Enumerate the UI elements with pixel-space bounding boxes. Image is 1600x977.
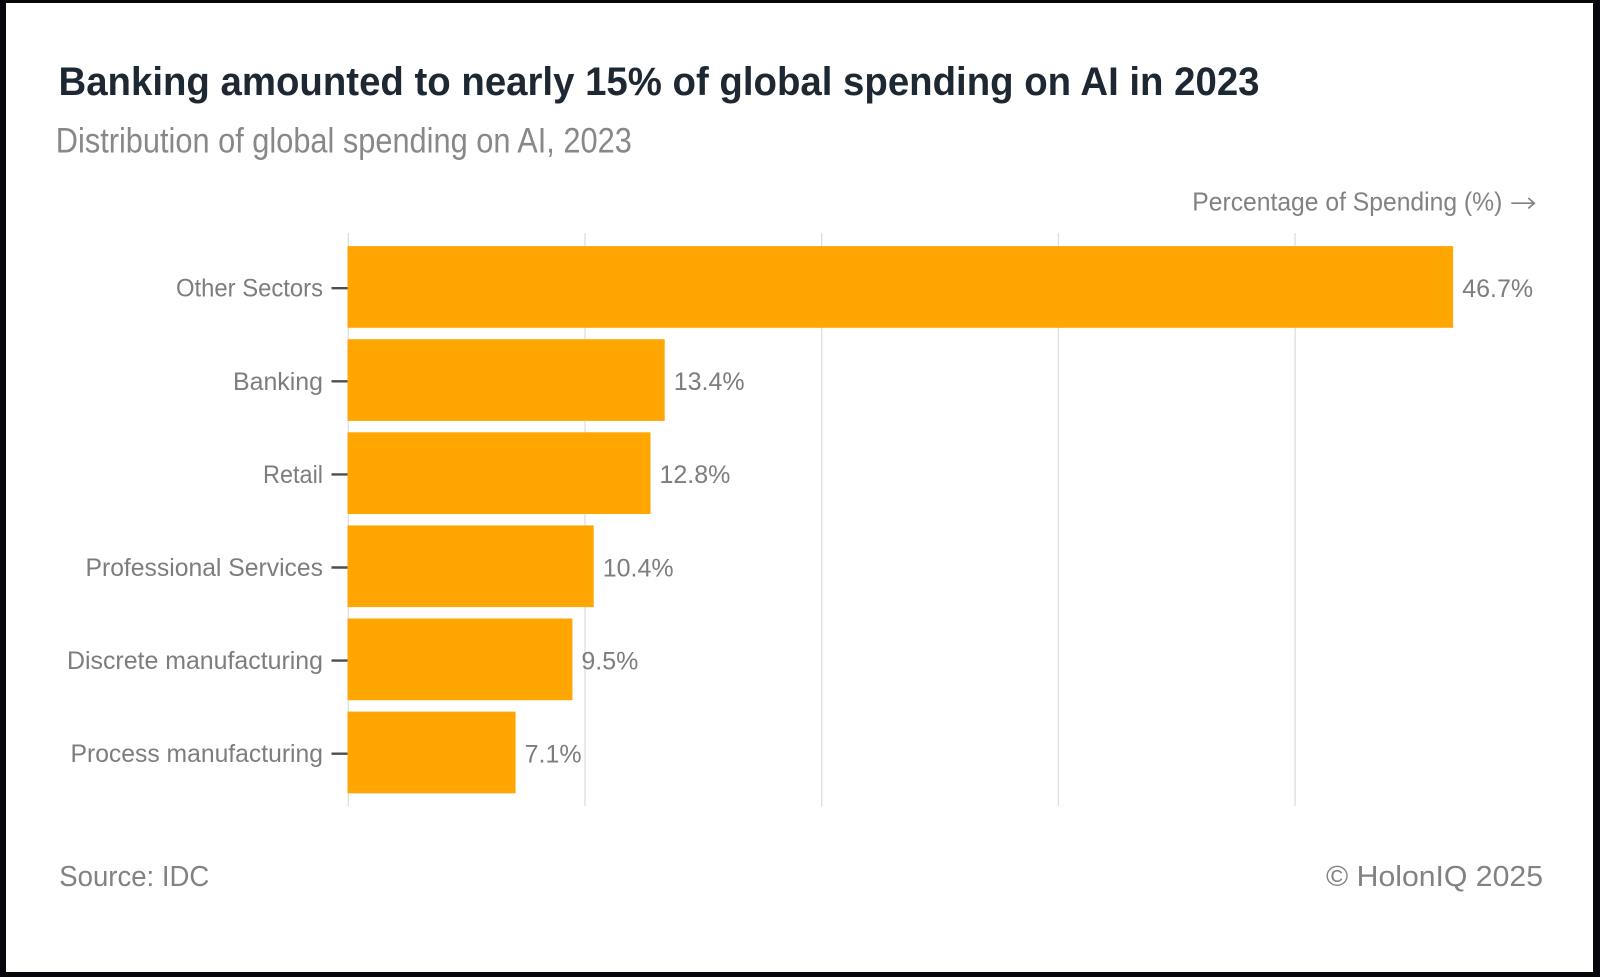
svg-text:13.4%: 13.4% xyxy=(674,368,745,396)
svg-text:Distribution of global spendin: Distribution of global spending on AI, 2… xyxy=(56,122,632,161)
svg-text:12.8%: 12.8% xyxy=(660,461,731,489)
svg-text:Professional Services: Professional Services xyxy=(86,554,324,582)
svg-text:Source: IDC: Source: IDC xyxy=(59,861,209,893)
svg-text:46.7%: 46.7% xyxy=(1462,275,1533,303)
svg-text:© HolonIQ 2025: © HolonIQ 2025 xyxy=(1326,861,1543,893)
svg-text:Process manufacturing: Process manufacturing xyxy=(71,740,324,768)
svg-text:Percentage of Spending (%): Percentage of Spending (%) xyxy=(1192,186,1502,216)
svg-text:Discrete manufacturing: Discrete manufacturing xyxy=(67,647,323,675)
svg-text:7.1%: 7.1% xyxy=(525,741,582,769)
svg-text:Retail: Retail xyxy=(263,461,323,489)
svg-text:Banking: Banking xyxy=(233,368,323,396)
svg-text:Other Sectors: Other Sectors xyxy=(176,275,323,303)
svg-text:Banking amounted to nearly 15%: Banking amounted to nearly 15% of global… xyxy=(59,60,1260,104)
svg-text:10.4%: 10.4% xyxy=(603,554,674,582)
svg-text:9.5%: 9.5% xyxy=(581,647,638,675)
